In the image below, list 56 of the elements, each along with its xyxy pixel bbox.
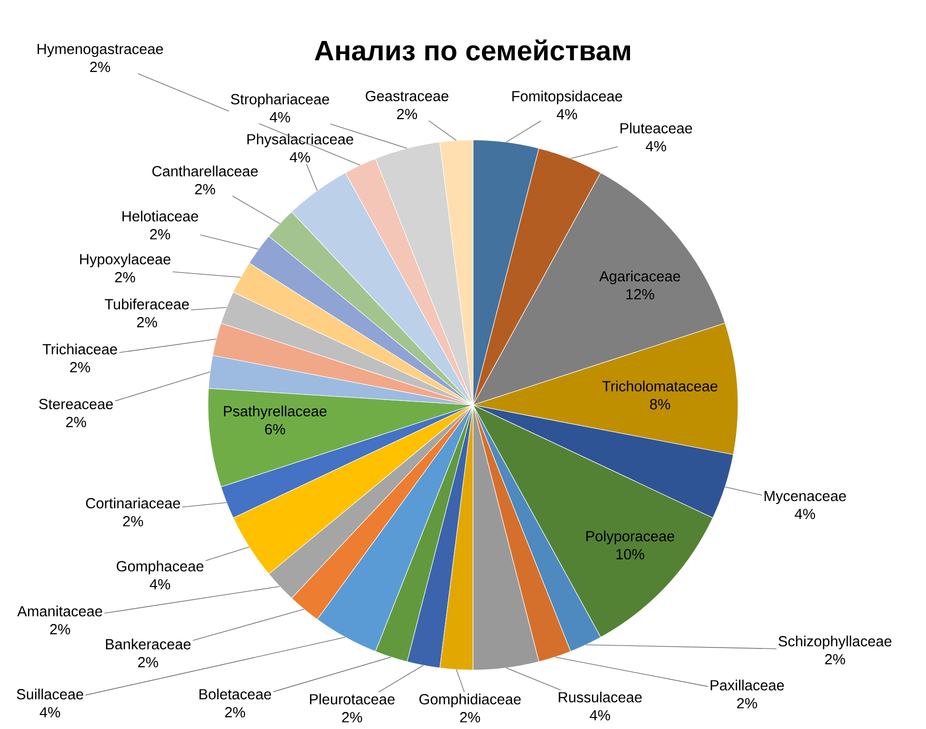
slice-label: Agaricaceae xyxy=(599,270,680,284)
slice-label: Hypoxylaceae xyxy=(80,254,170,268)
slice-label: Stereaceae xyxy=(39,398,113,410)
slice-label: Fomitopsidaceae xyxy=(512,90,622,104)
data-label: 4% xyxy=(290,152,310,162)
data-label: 2% xyxy=(225,707,246,718)
data-label: 2% xyxy=(137,317,158,328)
slice-label: Geastraceae xyxy=(366,90,448,102)
slice-label: Pluteaceae xyxy=(620,122,692,134)
data-label: 2% xyxy=(138,657,158,668)
slice-label: Helotiaceae xyxy=(122,210,198,222)
data-label: 6% xyxy=(265,424,286,434)
data-label: 4% xyxy=(150,579,170,590)
slice-label: Amanitaceae xyxy=(17,606,102,616)
data-label: 4% xyxy=(590,710,610,720)
slice-label: Polyporaceae xyxy=(586,530,674,544)
slice-label: Paxillaceae xyxy=(710,680,784,690)
slice-label: Bankeraceae xyxy=(106,638,191,650)
slice-label: Trichiaceae xyxy=(42,344,117,354)
slice-label: Hymenogastraceae xyxy=(38,44,163,58)
data-label: 8% xyxy=(650,399,670,410)
data-label: 2% xyxy=(66,416,86,428)
data-label: 2% xyxy=(737,698,758,708)
slice-label: Psathyrellaceae xyxy=(224,406,327,420)
slice-label: Cortinariaceae xyxy=(86,498,180,508)
data-label: 2% xyxy=(123,516,144,526)
slice-label: Pleurotaceae xyxy=(310,694,395,704)
slice-label: Boletaceae xyxy=(200,688,272,700)
slice-label: Cantharellaceae xyxy=(152,166,258,176)
data-label: 4% xyxy=(794,508,816,520)
data-label: 2% xyxy=(115,272,136,282)
data-label: 2% xyxy=(195,184,216,194)
slice-label: Suillaceae xyxy=(16,688,84,700)
slice-label: Strophariaceae xyxy=(230,94,330,108)
data-label: 2% xyxy=(825,654,846,664)
slice-label: Schizophyllaceae xyxy=(778,636,892,650)
data-label: 12% xyxy=(626,289,654,300)
data-label: 2% xyxy=(70,362,90,372)
slice-label: Tubiferaceae xyxy=(104,298,189,310)
data-label: 2% xyxy=(50,624,70,634)
slice-label: Russulaceae xyxy=(558,692,642,702)
slice-label: Gomphaceae xyxy=(116,560,204,574)
data-label: 4% xyxy=(556,109,578,120)
data-label: 2% xyxy=(90,62,110,72)
data-label: 4% xyxy=(40,707,60,718)
data-label: 10% xyxy=(616,549,644,560)
slice-label: Gomphidiaceae xyxy=(419,694,521,708)
data-label: 2% xyxy=(150,229,170,240)
data-label: 2% xyxy=(342,712,362,722)
data-label: 2% xyxy=(397,108,418,120)
data-label: 4% xyxy=(646,141,666,152)
data-label: 2% xyxy=(460,712,480,722)
chart-title: Анализ по семействам xyxy=(314,39,630,61)
slice-label: Mycenaceae xyxy=(764,490,846,504)
data-label: 4% xyxy=(270,112,290,122)
slice-label: Tricholomataceae xyxy=(602,380,718,392)
